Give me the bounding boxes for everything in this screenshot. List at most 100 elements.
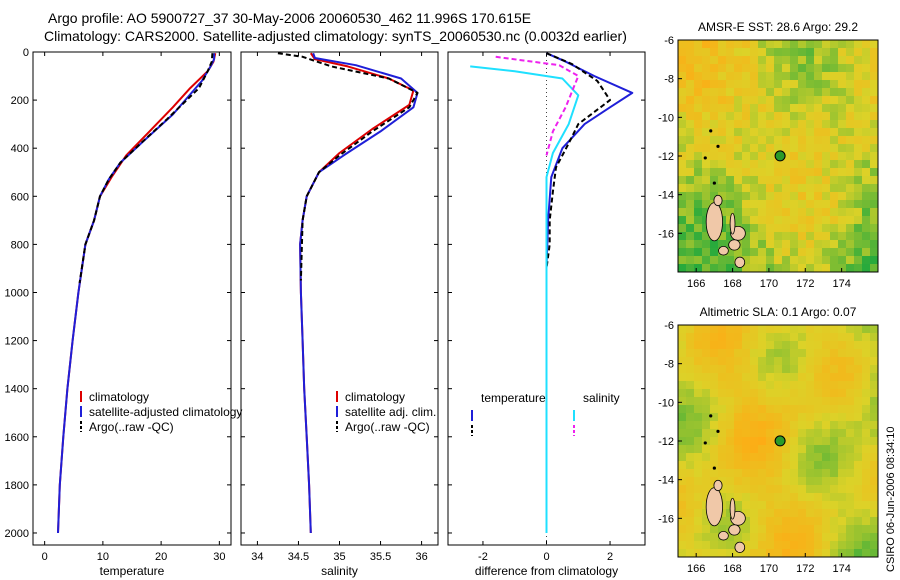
temperature-ytick-label: 1000: [5, 287, 29, 299]
salinity-xtick-label: 36: [415, 551, 427, 563]
temperature-xtick-label: 10: [97, 551, 109, 563]
sst_map-island: [705, 202, 723, 242]
salinity-frame: [240, 51, 439, 546]
sla_map-ytick-label: -6: [664, 320, 674, 332]
sst_map-ytick-label: -10: [658, 112, 674, 124]
sst_map-xtick-label: 166: [687, 278, 705, 290]
sst_map-island: [729, 212, 736, 235]
sst_map-xtick-label: 170: [760, 278, 778, 290]
sst_map-island: [734, 256, 746, 268]
sla_map-title: Altimetric SLA: 0.1 Argo: 0.07: [700, 305, 857, 319]
salinity-xtick-label: 35: [333, 551, 345, 563]
salinity-legend-label: climatology: [345, 390, 405, 404]
sst_map-xtick-label: 168: [723, 278, 741, 290]
temperature-legend-label: climatology: [89, 390, 149, 404]
temperature-ytick-label: 1800: [5, 480, 29, 492]
sla_map-ytick-label: -16: [658, 513, 674, 525]
temperature-xtick-label: 0: [42, 551, 48, 563]
sst_map-xtick-label: 174: [832, 278, 850, 290]
temperature-xlabel: temperature: [100, 564, 165, 578]
sst_map-islet: [716, 144, 720, 148]
temperature-xtick-label: 30: [213, 551, 225, 563]
salinity-xtick-label: 34: [251, 551, 263, 563]
sla_map-ytick-label: -14: [658, 475, 674, 487]
temperature-legend-label: Argo(..raw -QC): [89, 420, 174, 434]
sst_map-islet: [703, 156, 707, 160]
difference-legend-salinity-header: salinity: [583, 391, 620, 405]
sst_map-ytick-label: -14: [658, 190, 674, 202]
temperature-panel: 0 10 20 30 0 200 400 600 800 1000 1200 1400 1600 1800…: [5, 47, 232, 578]
salinity-series-1: [299, 52, 419, 534]
sst_map-title: AMSR-E SST: 28.6 Argo: 29.2: [698, 20, 858, 34]
sla_map-xtick-label: 170: [760, 563, 778, 575]
sst_map-ytick-label: -6: [664, 35, 674, 47]
temperature-ytick-label: 1600: [5, 432, 29, 444]
sst_map-island: [713, 194, 723, 207]
sla_map-xtick-label: 166: [687, 563, 705, 575]
salinity-xtick-label: 35.5: [370, 551, 391, 563]
sla_map-islet: [709, 414, 713, 418]
temperature-ytick-label: 2000: [5, 528, 29, 540]
temperature-legend-label: satellite-adjusted climatology: [89, 405, 242, 419]
sla_map-island: [728, 524, 741, 536]
sst_map-ytick-label: -8: [664, 74, 674, 86]
sla_map-island: [734, 541, 746, 553]
temperature-ytick-label: 1400: [5, 384, 29, 396]
sst_map-float-marker: [774, 150, 786, 162]
difference-legend-temperature-header: temperature: [481, 391, 546, 405]
difference-legend: temperature salinity: [471, 391, 620, 436]
sla_map-xtick-label: 168: [723, 563, 741, 575]
sla_map-xtick-label: 174: [832, 563, 850, 575]
title-line-2: Climatology: CARS2000. Satellite-adjuste…: [44, 28, 627, 44]
sla_map-island: [718, 530, 729, 541]
sla_map-ytick-label: -8: [664, 359, 674, 371]
sst_map-island: [718, 245, 729, 256]
temperature-ytick-label: 1200: [5, 336, 29, 348]
sla_map-raster: [678, 325, 879, 558]
salinity-xlabel: salinity: [321, 564, 358, 578]
temperature-series-2: [78, 53, 214, 284]
sst_map-island: [728, 239, 741, 251]
sla_map: Altimetric SLA: 0.1 Argo: 0.07 166 168 170 1…: [658, 305, 879, 575]
sla_map-island: [713, 479, 723, 492]
sla_map-island: [705, 487, 723, 527]
temperature-frame: [32, 51, 232, 546]
sla_map-ytick-label: -12: [658, 436, 674, 448]
sla_map-islet: [703, 441, 707, 445]
temperature-ytick-label: 600: [11, 191, 29, 203]
salinity-panel: 34 34.5 35 35.5 36 salinity: [240, 51, 439, 578]
difference-xlabel: difference from climatology: [475, 564, 618, 578]
difference-xtick-label: -2: [478, 551, 488, 563]
sla_map-island: [729, 497, 736, 520]
salinity-series-2: [277, 52, 419, 281]
salinity-legend-label: Argo(..raw -QC): [345, 420, 430, 434]
sst_map-ytick-label: -12: [658, 151, 674, 163]
sla_map-ytick-label: -10: [658, 397, 674, 409]
sst_map-ytick-label: -16: [658, 228, 674, 240]
difference-series-1: [545, 52, 611, 293]
sst_map-islet: [709, 129, 713, 133]
temperature-ytick-label: 0: [23, 47, 29, 59]
temperature-ytick-label: 400: [11, 143, 29, 155]
sst_map-xtick-label: 172: [796, 278, 814, 290]
difference-series-2: [470, 65, 580, 533]
sla_map-xtick-label: 172: [796, 563, 814, 575]
salinity-xtick-label: 34.5: [288, 551, 309, 563]
sla_map-float-marker: [774, 435, 786, 447]
sla_map-islet: [712, 466, 716, 470]
difference-xtick-label: 0: [543, 551, 549, 563]
temperature-ytick-label: 200: [11, 95, 29, 107]
sst_map-raster: [678, 40, 878, 272]
temperature-xtick-label: 20: [155, 551, 167, 563]
temperature-ytick-label: 800: [11, 239, 29, 251]
sst_map: AMSR-E SST: 28.6 Argo: 29.2 166 168 170 172 1…: [658, 20, 879, 290]
difference-xtick-label: 2: [607, 551, 613, 563]
title-line-1: Argo profile: AO 5900727_37 30-May-2006 …: [48, 10, 532, 26]
sla_map-islet: [716, 429, 720, 433]
salinity-legend-label: satellite adj. clim.: [345, 405, 436, 419]
sst_map-islet: [712, 181, 716, 185]
